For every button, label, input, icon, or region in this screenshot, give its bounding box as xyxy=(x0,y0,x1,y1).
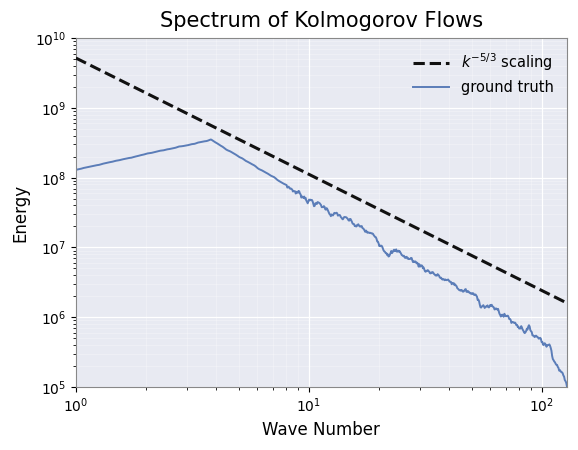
$k^{-5/3}$ scaling xyxy=(515,276,522,282)
Title: Spectrum of Kolmogorov Flows: Spectrum of Kolmogorov Flows xyxy=(160,11,483,31)
ground truth xyxy=(395,249,402,254)
ground truth xyxy=(212,140,218,145)
ground truth xyxy=(516,326,523,331)
$k^{-5/3}$ scaling xyxy=(564,300,570,306)
$k^{-5/3}$ scaling xyxy=(454,246,461,252)
ground truth xyxy=(564,383,570,389)
$k^{-5/3}$ scaling xyxy=(228,133,235,138)
Line: ground truth: ground truth xyxy=(76,140,567,386)
Y-axis label: Energy: Energy xyxy=(11,184,29,242)
ground truth xyxy=(228,149,235,155)
ground truth xyxy=(72,167,79,172)
X-axis label: Wave Number: Wave Number xyxy=(262,421,380,439)
$k^{-5/3}$ scaling xyxy=(72,55,79,61)
Line: $k^{-5/3}$ scaling: $k^{-5/3}$ scaling xyxy=(76,58,567,303)
ground truth xyxy=(192,141,199,146)
ground truth xyxy=(208,137,214,142)
$k^{-5/3}$ scaling xyxy=(211,124,218,130)
Legend: $k^{-5/3}$ scaling, ground truth: $k^{-5/3}$ scaling, ground truth xyxy=(407,45,560,101)
$k^{-5/3}$ scaling xyxy=(395,216,402,221)
ground truth xyxy=(455,287,462,292)
$k^{-5/3}$ scaling xyxy=(192,115,199,121)
